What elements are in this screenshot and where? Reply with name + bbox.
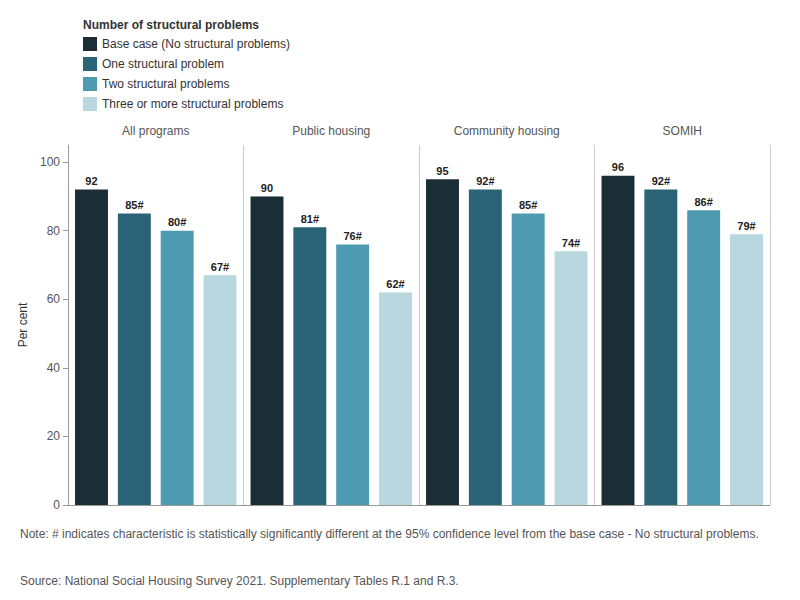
svg-text:85#: 85#: [519, 199, 537, 211]
svg-text:92#: 92#: [476, 175, 494, 187]
svg-text:Community housing: Community housing: [454, 124, 560, 138]
svg-text:92: 92: [85, 175, 97, 187]
svg-text:Public housing: Public housing: [292, 124, 370, 138]
svg-text:74#: 74#: [562, 237, 580, 249]
svg-text:Base case (No structural probl: Base case (No structural problems): [102, 37, 290, 51]
svg-text:One structural problem: One structural problem: [102, 57, 224, 71]
svg-text:Three or more structural probl: Three or more structural problems: [102, 97, 283, 111]
svg-text:Note: # indicates characterist: Note: # indicates characteristic is stat…: [20, 527, 759, 541]
svg-text:92#: 92#: [652, 175, 670, 187]
svg-text:100: 100: [40, 155, 60, 169]
svg-text:90: 90: [261, 182, 273, 194]
svg-text:Source: National Social Housin: Source: National Social Housing Survey 2…: [20, 574, 459, 588]
svg-text:67#: 67#: [211, 261, 229, 273]
svg-text:79#: 79#: [737, 220, 755, 232]
svg-text:62#: 62#: [386, 278, 404, 290]
svg-text:0: 0: [53, 498, 60, 512]
svg-text:60: 60: [47, 292, 61, 306]
svg-text:81#: 81#: [301, 213, 319, 225]
svg-text:80: 80: [47, 224, 61, 238]
svg-text:All programs: All programs: [122, 124, 189, 138]
svg-text:85#: 85#: [125, 199, 143, 211]
svg-text:80#: 80#: [168, 216, 186, 228]
svg-text:86#: 86#: [694, 196, 712, 208]
svg-text:Number of structural problems: Number of structural problems: [83, 18, 259, 32]
svg-text:Per cent: Per cent: [16, 302, 30, 347]
svg-text:76#: 76#: [343, 230, 361, 242]
svg-text:40: 40: [47, 361, 61, 375]
svg-text:SOMIH: SOMIH: [663, 124, 702, 138]
svg-text:20: 20: [47, 429, 61, 443]
svg-text:95: 95: [436, 165, 448, 177]
svg-text:Two structural problems: Two structural problems: [102, 77, 229, 91]
svg-text:96: 96: [612, 161, 624, 173]
